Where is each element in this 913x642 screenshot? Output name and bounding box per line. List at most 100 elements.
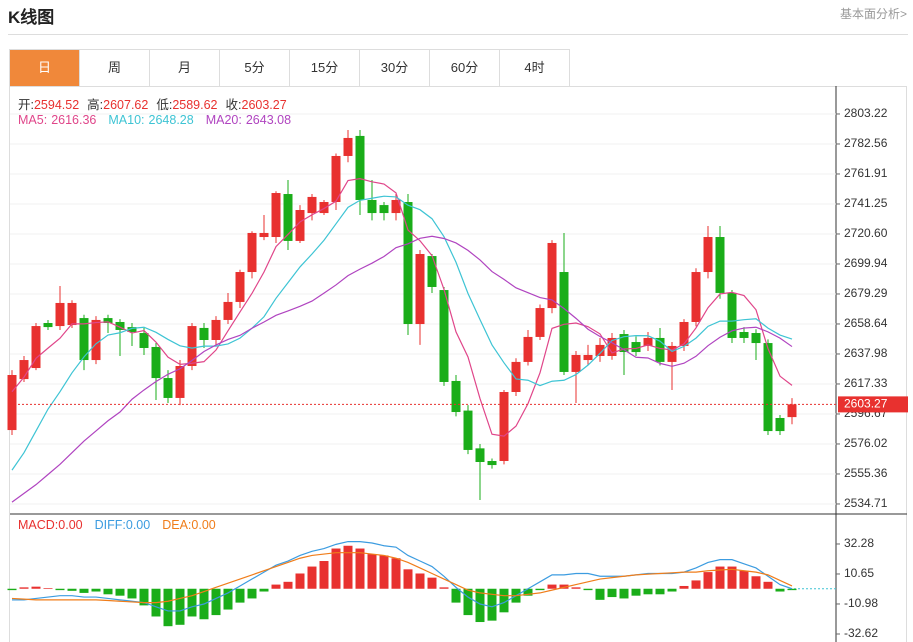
y-tick-label: 2803.22 [844,106,888,120]
candle-body [55,302,65,327]
macd-bar [643,588,653,595]
macd-bar [319,561,329,589]
ma-line [11,235,793,503]
period-tab[interactable]: 15分 [290,50,360,86]
candle-body [91,319,101,361]
macd-bar [247,588,257,599]
macd-bar [283,581,293,589]
macd-bar [607,588,617,598]
macd-bar [547,584,557,589]
legend-label: MA5: [18,113,48,127]
macd-bar [331,548,341,589]
ohlc-value: 2594.52 [33,98,80,112]
candle-body [163,378,173,398]
macd-bar [355,548,365,589]
macd-bar [451,588,461,603]
macd-bar [163,588,173,627]
macd-bar [535,588,545,591]
legend-value: 0.00 [58,518,83,532]
macd-bar [523,588,533,596]
macd-line [12,540,793,612]
candle-body [199,327,209,340]
macd-bar [715,566,725,589]
macd-bar [235,588,245,603]
macd-bar [187,588,197,617]
candle-body [427,256,437,287]
macd-bar [103,588,113,595]
candle-body [295,210,305,241]
y-tick-label: 2679.29 [844,286,888,300]
period-tab[interactable]: 日 [10,50,80,86]
macd-bar [19,587,29,589]
y-tick-label: -32.62 [844,626,878,640]
candle-body [511,361,521,392]
candle-body [583,354,593,361]
period-tab[interactable]: 月 [150,50,220,86]
ohlc-label: 收: [225,98,242,112]
y-tick-label: 2720.60 [844,226,888,240]
y-tick-label: -10.98 [844,596,878,610]
macd-bar [727,566,737,589]
divider [8,34,908,35]
y-tick-label: 2782.56 [844,136,888,150]
y-tick-label: 2658.64 [844,316,888,330]
candle-body [67,302,77,326]
macd-bar [595,588,605,600]
y-tick-label: 2534.71 [844,496,888,510]
candle-body [31,326,41,369]
legend-value: 2643.08 [245,113,292,127]
macd-bar [7,588,17,591]
candle-body [595,344,605,356]
macd-line [11,552,793,604]
candle-body [151,346,161,379]
ma-readout: MA5: 2616.36 MA10: 2648.28 MA20: 2643.08 [18,113,303,127]
candle-body [619,334,629,353]
period-tab[interactable]: 30分 [360,50,430,86]
candle-body [487,460,497,466]
candle-body [175,365,185,398]
macd-bar [691,580,701,589]
page-title: K线图 [8,8,55,27]
candle-body [19,360,29,380]
macd-bar [259,588,269,592]
macd-bar [307,566,317,589]
macd-bar [139,588,149,606]
macd-bar [79,588,89,593]
macd-bar [439,587,449,589]
candle-body [115,321,125,330]
candle-body [247,232,257,273]
legend-value: 2648.28 [148,113,194,127]
fundamental-link[interactable]: 基本面分析> [839,7,907,21]
macd-bar [223,588,233,610]
y-tick-label: 2555.36 [844,466,888,480]
period-tab[interactable]: 60分 [430,50,500,86]
macd-bar [403,569,413,589]
candle-body [787,404,797,418]
macd-bar [43,588,53,589]
y-tick-label: 32.28 [844,536,874,550]
legend-label: DIFF: [94,518,126,532]
candle-body [679,321,689,346]
candle-body [607,337,617,356]
period-tab[interactable]: 5分 [220,50,290,86]
macd-bar [619,588,629,599]
chart-frame [9,86,907,642]
macd-bar [775,588,785,592]
candle-body [775,417,785,432]
candle-body [715,237,725,293]
last-price-label: 2603.27 [844,397,888,411]
macd-readout: MACD:0.00 DIFF:0.00 DEA:0.00 [18,518,228,532]
macd-bar [175,588,185,625]
candle-body [451,380,461,413]
period-tab[interactable]: 周 [80,50,150,86]
period-tab[interactable]: 4时 [500,50,570,86]
macd-bar [427,577,437,589]
macd-bar [583,588,593,591]
last-price-tag [838,396,908,413]
candle-body [547,242,557,309]
candle-body [355,135,365,200]
candle-body [211,319,221,340]
y-tick-label: 2617.33 [844,376,888,390]
candle-body [271,193,281,238]
macd-bar [571,587,581,589]
